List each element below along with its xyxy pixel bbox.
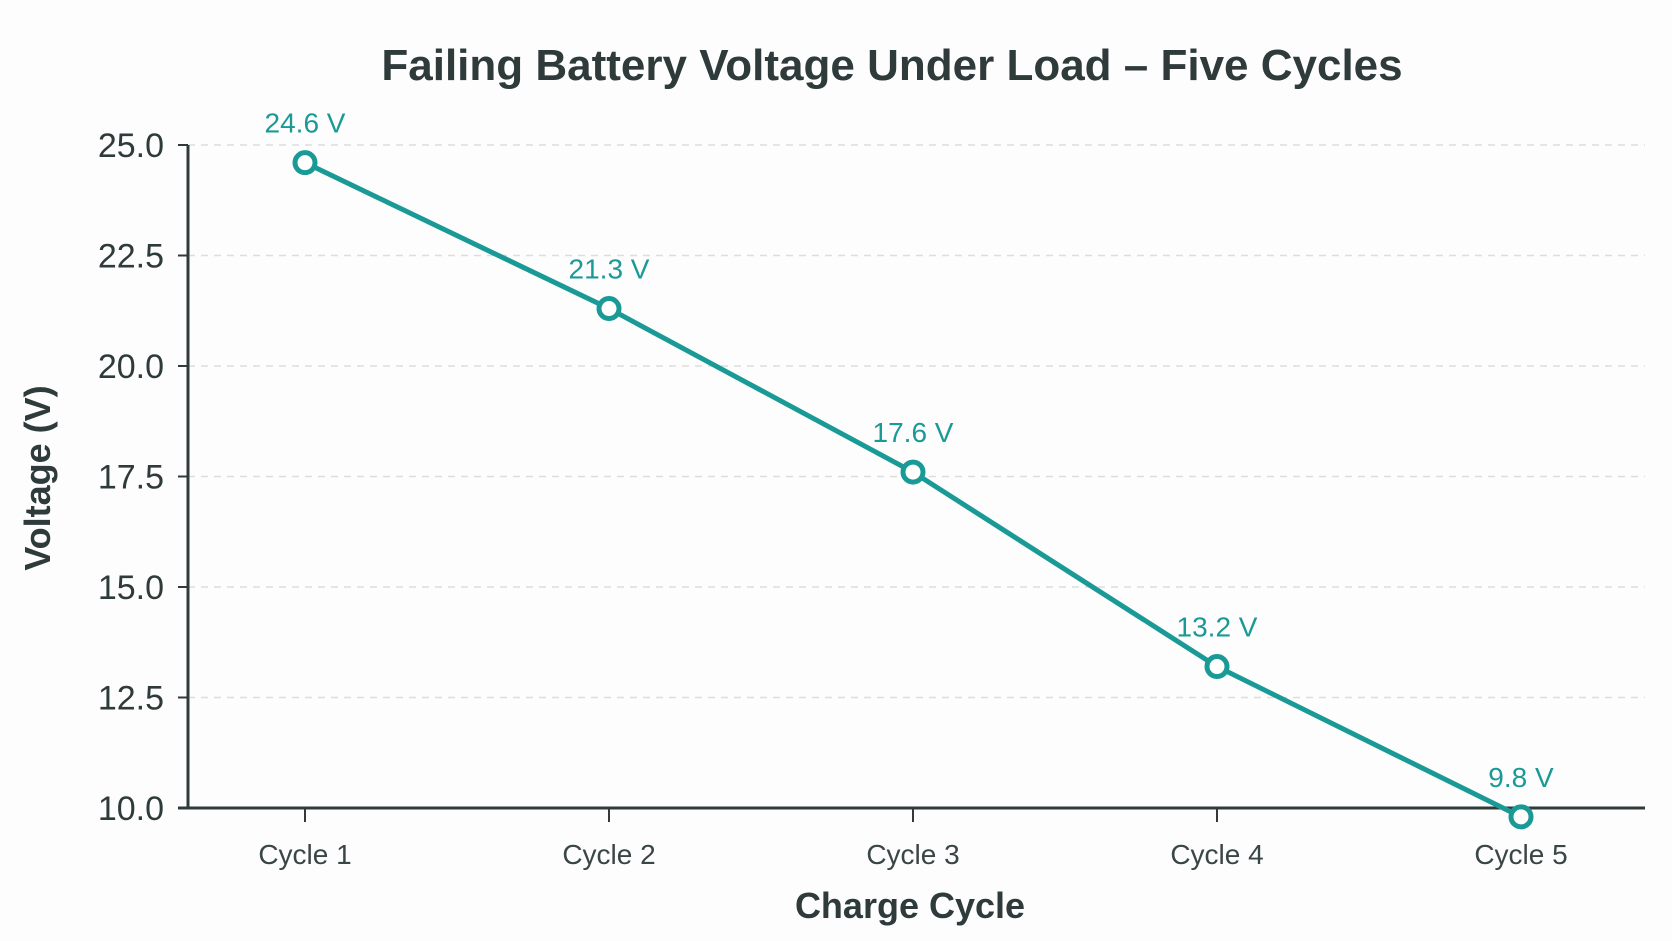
x-tick-label: Cycle 5 — [1474, 839, 1567, 870]
y-axis-ticks: 10.0 12.5 15.0 17.5 20.0 22.5 25.0 — [98, 127, 188, 828]
x-tick-label: Cycle 3 — [866, 839, 959, 870]
x-tick-label: Cycle 1 — [258, 839, 351, 870]
x-axis-label: Charge Cycle — [795, 885, 1025, 926]
y-axis-label: Voltage (V) — [17, 385, 58, 570]
y-tick-label: 17.5 — [98, 459, 164, 497]
y-tick-label: 15.0 — [98, 569, 164, 607]
data-point — [596, 296, 622, 322]
data-point — [900, 459, 926, 485]
series-line — [303, 160, 1523, 820]
y-tick-label: 20.0 — [98, 348, 164, 386]
data-points — [292, 150, 1534, 830]
x-tick-label: Cycle 4 — [1170, 839, 1263, 870]
x-tick-label: Cycle 2 — [562, 839, 655, 870]
data-label: 9.8 V — [1488, 762, 1554, 793]
data-label: 17.6 V — [873, 417, 954, 448]
y-tick-label: 25.0 — [98, 127, 164, 165]
gridlines — [188, 144, 1645, 699]
data-labels: 24.6 V 21.3 V 17.6 V 13.2 V 9.8 V — [265, 108, 1554, 793]
data-label: 24.6 V — [265, 108, 346, 139]
y-tick-label: 10.0 — [98, 790, 164, 828]
chart-title: Failing Battery Voltage Under Load – Fiv… — [381, 41, 1402, 90]
y-tick-label: 12.5 — [98, 680, 164, 718]
data-label: 13.2 V — [1177, 612, 1258, 643]
x-axis-ticks: Cycle 1 Cycle 2 Cycle 3 Cycle 4 Cycle 5 — [258, 808, 1568, 870]
y-tick-label: 22.5 — [98, 238, 164, 276]
data-label: 21.3 V — [569, 254, 650, 285]
data-point — [292, 150, 318, 176]
data-point — [1508, 804, 1534, 830]
data-point — [1204, 654, 1230, 680]
